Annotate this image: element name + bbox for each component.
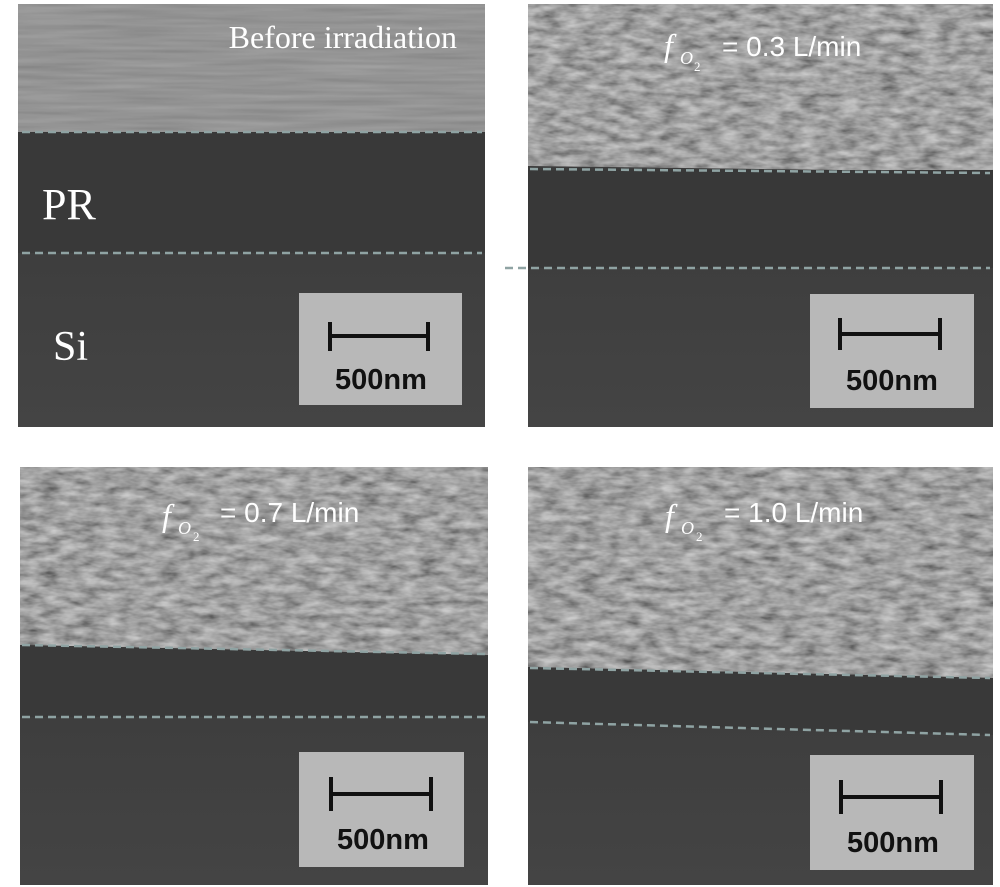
layer-label: PR — [42, 180, 96, 229]
scale-label: 500nm — [847, 827, 939, 859]
scale-label: 500nm — [846, 365, 938, 397]
scale-label: 500nm — [335, 364, 427, 396]
flow-sub: O — [680, 48, 693, 68]
surface-layer — [20, 467, 488, 655]
pr-layer — [20, 645, 488, 717]
panel: f O 2 = 1.0 L/min 500nm — [528, 467, 993, 885]
flow-subsub: 2 — [193, 529, 200, 544]
panel-title: Before irradiation — [229, 19, 457, 55]
flow-sub: O — [681, 518, 694, 538]
flow-label: = 1.0 L/min — [724, 497, 863, 528]
panel: Before irradiation PR Si 500nm — [18, 4, 485, 427]
figure: Before irradiation PR Si 500nm f O 2 = 0… — [0, 0, 1000, 887]
flow-subsub: 2 — [696, 529, 703, 544]
panel: f O 2 = 0.7 L/min 500nm — [20, 467, 488, 885]
flow-subsub: 2 — [694, 59, 701, 74]
pr-layer — [528, 170, 993, 268]
flow-sub: O — [178, 518, 191, 538]
scale-label: 500nm — [337, 824, 429, 856]
surface-layer — [528, 4, 993, 172]
layer-label: Si — [53, 324, 88, 370]
panel: f O 2 = 0.3 L/min 500nm — [505, 4, 993, 427]
flow-label: = 0.7 L/min — [220, 497, 359, 528]
flow-label: = 0.3 L/min — [722, 31, 861, 62]
page: {"panels": [ {"title": "Before irradiati… — [0, 0, 1000, 887]
